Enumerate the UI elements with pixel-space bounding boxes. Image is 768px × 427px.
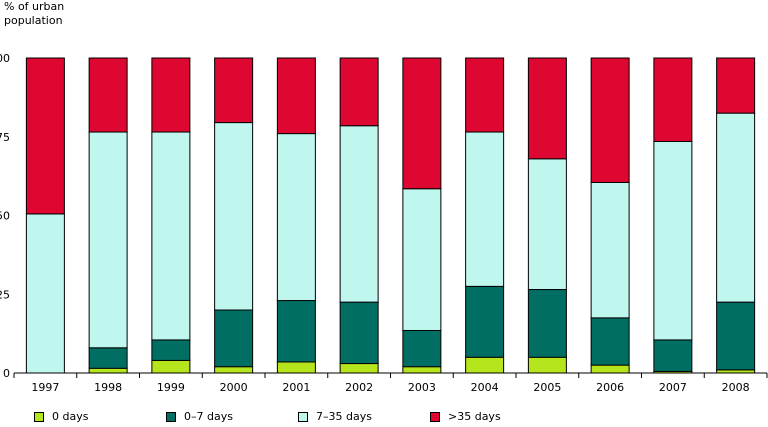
bar-segment-2004-3 [465, 57, 505, 133]
bar-segment-1998-2 [88, 131, 128, 349]
legend-swatch-7-35-days [298, 411, 308, 422]
bar-segment-2005-1 [527, 289, 567, 358]
legend: 0 days 0–7 days 7–35 days >35 days [34, 410, 562, 423]
bar-segment-1997-3 [25, 57, 65, 215]
bar-segment-2000-0 [214, 366, 254, 374]
legend-label-0-7-days: 0–7 days [184, 410, 233, 423]
legend-swatch-over-35-days [430, 411, 440, 422]
bar-segment-2004-2 [465, 131, 505, 287]
x-tick-label: 2005 [533, 381, 561, 394]
bar-segment-2001-1 [276, 300, 316, 363]
bar-segment-2002-2 [339, 125, 379, 303]
bar-segment-2007-1 [653, 339, 693, 372]
bar-segment-2005-0 [527, 356, 567, 374]
bar-segment-1998-0 [88, 367, 128, 374]
bar-segment-2002-0 [339, 363, 379, 374]
legend-item-0-days: 0 days [34, 410, 166, 423]
x-tick-label: 2003 [408, 381, 436, 394]
bar-segment-1998-3 [88, 57, 128, 133]
x-tick-label: 1997 [31, 381, 59, 394]
legend-label-0-days: 0 days [52, 410, 89, 423]
legend-item-7-35-days: 7–35 days [298, 410, 430, 423]
bar-segment-2002-1 [339, 301, 379, 365]
bar-segment-2008-1 [716, 301, 756, 371]
x-tick-label: 2006 [596, 381, 624, 394]
x-tick-label: 2000 [220, 381, 248, 394]
bar-segment-2008-3 [716, 57, 756, 114]
bar-segment-2008-2 [716, 112, 756, 303]
bar-segment-2006-2 [590, 181, 630, 319]
bar-segment-2003-0 [402, 366, 442, 374]
bar-segment-1999-2 [151, 131, 191, 341]
bar-segment-2001-3 [276, 57, 316, 135]
y-tick-label: 0 [3, 367, 10, 380]
bar-segment-2003-2 [402, 188, 442, 331]
bar-segment-1999-3 [151, 57, 191, 133]
bar-segment-1999-0 [151, 359, 191, 374]
x-tick-label: 2007 [659, 381, 687, 394]
y-tick-label: 25 [0, 288, 10, 301]
legend-item-0-7-days: 0–7 days [166, 410, 298, 423]
bar-segment-2003-3 [402, 57, 442, 190]
bar-segment-2001-0 [276, 361, 316, 374]
bar-segment-2003-1 [402, 329, 442, 368]
bar-segment-2004-0 [465, 356, 505, 374]
bar-segment-2004-1 [465, 285, 505, 358]
y-tick-label: 75 [0, 131, 10, 144]
bar-segment-1997-2 [25, 213, 65, 374]
bar-segment-2007-2 [653, 140, 693, 341]
bar-segment-2000-2 [214, 122, 254, 311]
bar-segment-2005-3 [527, 57, 567, 160]
x-tick-label: 2001 [282, 381, 310, 394]
y-tick-label: 50 [0, 210, 10, 223]
y-tick-label: 100 [0, 52, 10, 65]
x-tick-label: 1999 [157, 381, 185, 394]
bar-segment-2006-1 [590, 317, 630, 366]
legend-item-over-35-days: >35 days [430, 410, 562, 423]
x-tick-label: 2004 [471, 381, 499, 394]
x-tick-label: 1998 [94, 381, 122, 394]
x-tick-label: 2008 [722, 381, 750, 394]
bar-segment-2005-2 [527, 158, 567, 291]
bar-segment-2006-0 [590, 364, 630, 374]
bar-segment-1998-1 [88, 347, 128, 369]
legend-label-7-35-days: 7–35 days [316, 410, 372, 423]
bar-segment-2007-3 [653, 57, 693, 142]
legend-swatch-0-days [34, 411, 44, 422]
bar-segment-2002-3 [339, 57, 379, 127]
bar-segment-1999-1 [151, 339, 191, 361]
bar-segment-2000-1 [214, 309, 254, 368]
bar-segment-2000-3 [214, 57, 254, 124]
bar-segment-2001-2 [276, 133, 316, 302]
x-tick-label: 2002 [345, 381, 373, 394]
y-axis-title: % of urban population [4, 0, 65, 27]
bar-segment-2006-3 [590, 57, 630, 183]
legend-swatch-0-7-days [166, 411, 176, 422]
legend-label-over-35-days: >35 days [448, 410, 501, 423]
